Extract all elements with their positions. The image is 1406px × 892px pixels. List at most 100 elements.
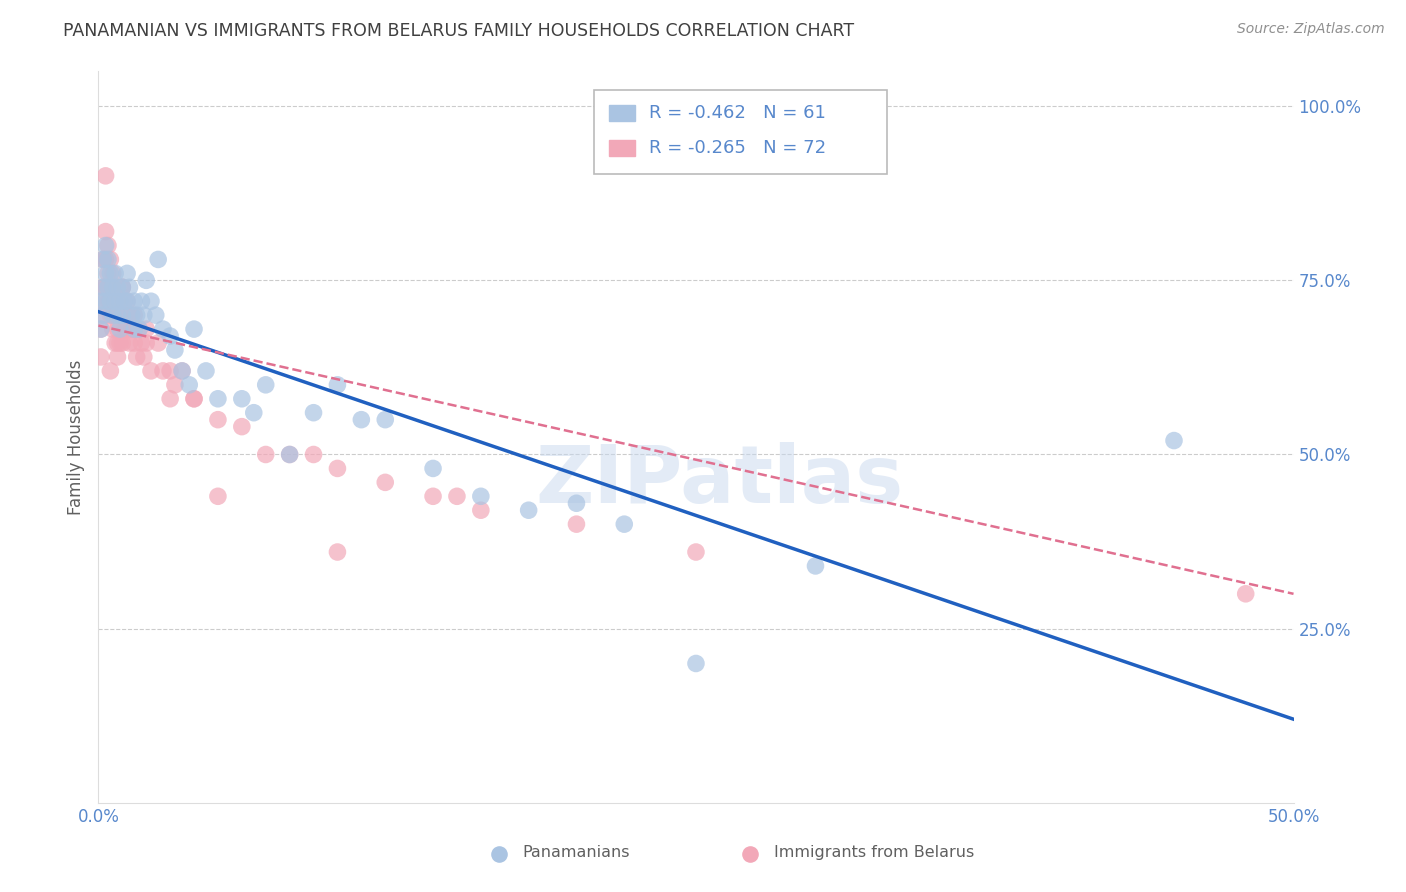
Point	[422, 461, 444, 475]
Point	[135, 322, 157, 336]
Point	[104, 280, 127, 294]
Point	[124, 322, 146, 336]
Point	[326, 377, 349, 392]
Point	[804, 558, 827, 573]
Point	[183, 392, 205, 406]
Point	[108, 294, 131, 309]
Point	[470, 503, 492, 517]
Point	[889, 845, 911, 859]
Point	[91, 280, 114, 294]
Point	[121, 322, 143, 336]
Point	[207, 489, 229, 503]
Point	[374, 475, 396, 490]
Point	[107, 308, 129, 322]
Point	[124, 336, 146, 351]
Point	[231, 419, 253, 434]
Text: Source: ZipAtlas.com: Source: ZipAtlas.com	[1237, 22, 1385, 37]
Point	[101, 308, 124, 322]
Point	[183, 322, 205, 336]
Point	[159, 392, 181, 406]
Point	[90, 322, 112, 336]
Point	[470, 489, 492, 503]
Point	[115, 294, 138, 309]
Point	[94, 266, 117, 280]
Point	[159, 329, 181, 343]
Point	[94, 294, 117, 309]
Point	[97, 280, 120, 294]
Point	[1163, 434, 1185, 448]
Point	[118, 308, 141, 322]
Point	[101, 294, 124, 309]
Point	[132, 308, 155, 322]
Point	[104, 336, 127, 351]
Point	[302, 406, 325, 420]
Point	[1391, 845, 1406, 859]
Point	[107, 350, 129, 364]
Point	[101, 266, 124, 280]
Point	[97, 252, 120, 267]
Text: Panamanians: Panamanians	[523, 845, 630, 860]
Point	[121, 308, 143, 322]
Point	[101, 322, 124, 336]
Point	[422, 489, 444, 503]
Point	[90, 350, 112, 364]
Point	[91, 280, 114, 294]
Point	[125, 308, 148, 322]
Point	[159, 364, 181, 378]
Point	[111, 308, 134, 322]
Point	[90, 322, 112, 336]
Point	[139, 294, 162, 309]
Point	[111, 280, 134, 294]
Point	[135, 273, 157, 287]
Point	[128, 322, 150, 336]
Point	[108, 322, 131, 336]
Point	[278, 448, 301, 462]
Point	[98, 252, 122, 267]
Point	[90, 294, 112, 309]
Point	[152, 364, 174, 378]
Point	[446, 489, 468, 503]
Point	[231, 392, 253, 406]
Point	[98, 266, 122, 280]
Point	[97, 294, 120, 309]
Point	[135, 336, 157, 351]
Point	[108, 308, 131, 322]
Point	[114, 294, 136, 309]
Point	[104, 308, 127, 322]
Point	[163, 377, 186, 392]
Point	[1234, 587, 1257, 601]
Point	[118, 336, 141, 351]
Point	[278, 448, 301, 462]
Point	[107, 322, 129, 336]
Point	[90, 294, 112, 309]
FancyBboxPatch shape	[609, 105, 636, 121]
Point	[195, 364, 218, 378]
Text: Immigrants from Belarus: Immigrants from Belarus	[773, 845, 974, 860]
Point	[111, 336, 134, 351]
Point	[124, 308, 146, 322]
Point	[302, 448, 325, 462]
Point	[207, 412, 229, 426]
Point	[172, 364, 194, 378]
Point	[98, 294, 122, 309]
Point	[613, 517, 636, 532]
Point	[163, 343, 186, 357]
Point	[111, 280, 134, 294]
FancyBboxPatch shape	[595, 90, 887, 174]
Point	[107, 294, 129, 309]
Point	[115, 294, 138, 309]
Point	[115, 322, 138, 336]
Y-axis label: Family Households: Family Households	[66, 359, 84, 515]
Point	[685, 657, 707, 671]
Point	[565, 517, 588, 532]
Point	[326, 461, 349, 475]
Point	[98, 280, 122, 294]
Point	[517, 503, 540, 517]
Point	[98, 364, 122, 378]
Point	[104, 294, 127, 309]
Point	[98, 308, 122, 322]
Point	[97, 266, 120, 280]
Point	[124, 322, 146, 336]
Point	[111, 280, 134, 294]
Point	[118, 280, 141, 294]
